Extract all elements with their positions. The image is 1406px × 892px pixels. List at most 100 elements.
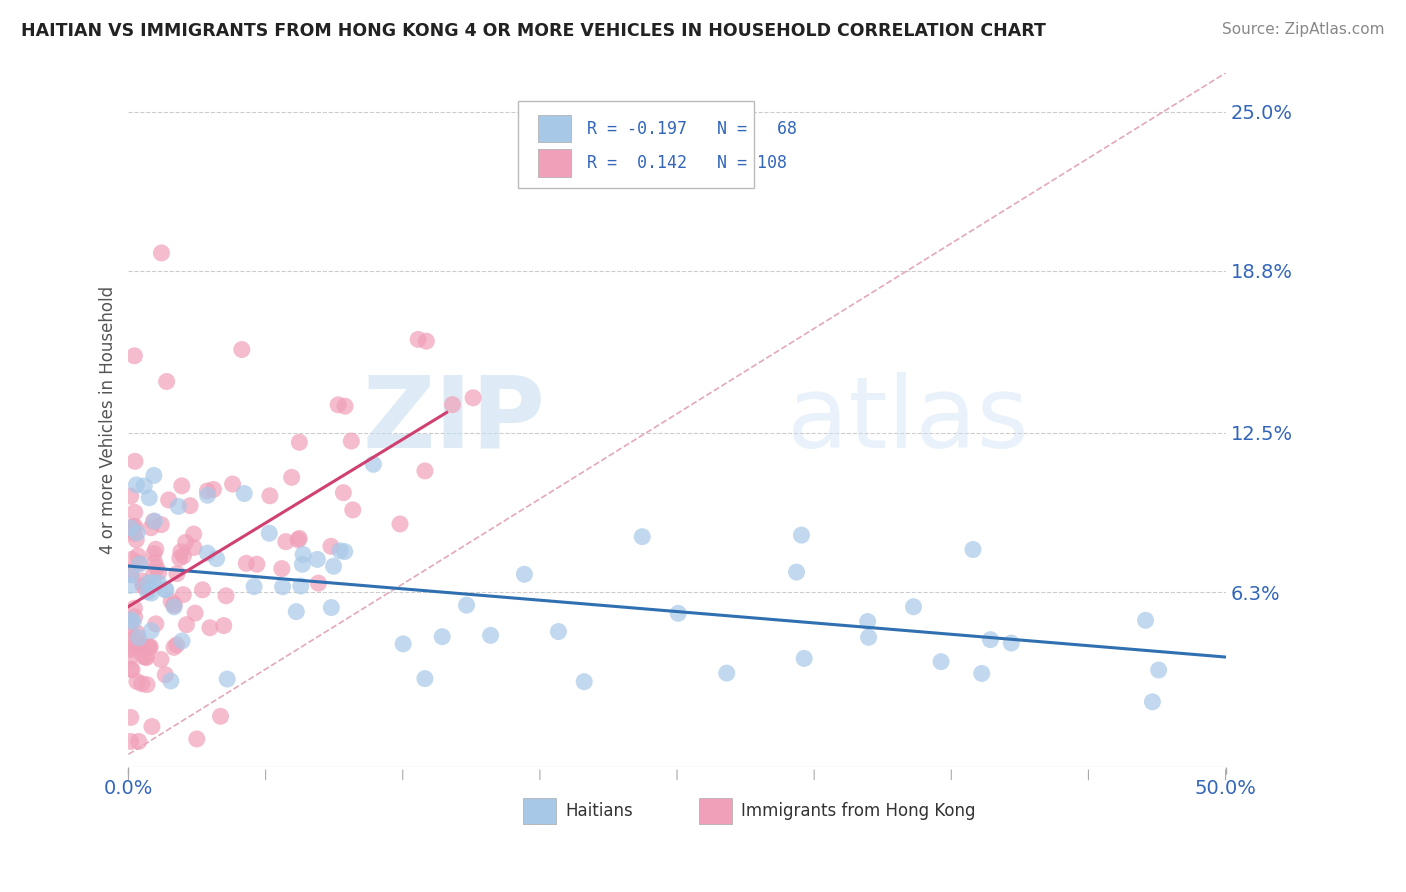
- Point: [479, 628, 502, 642]
- Point: [858, 630, 880, 644]
- Point: [197, 483, 219, 498]
- Point: [329, 543, 352, 558]
- Point: [120, 649, 142, 664]
- Point: [120, 613, 142, 627]
- Text: atlas: atlas: [787, 372, 1028, 468]
- Point: [122, 519, 145, 533]
- Point: [166, 638, 188, 652]
- Point: [141, 720, 163, 734]
- Point: [183, 541, 205, 555]
- Point: [513, 567, 536, 582]
- Point: [231, 343, 253, 357]
- Point: [122, 640, 145, 654]
- Point: [132, 649, 155, 664]
- Point: [413, 672, 436, 686]
- Point: [120, 618, 142, 632]
- Point: [340, 434, 363, 448]
- Point: [259, 526, 281, 541]
- Point: [125, 674, 148, 689]
- Point: [413, 464, 436, 478]
- Point: [198, 621, 221, 635]
- Point: [121, 663, 143, 677]
- Point: [1000, 636, 1022, 650]
- Point: [124, 609, 146, 624]
- Point: [173, 549, 195, 563]
- Y-axis label: 4 or more Vehicles in Household: 4 or more Vehicles in Household: [100, 286, 117, 554]
- Point: [124, 526, 146, 541]
- Point: [121, 522, 143, 536]
- Point: [163, 640, 186, 655]
- Point: [205, 551, 228, 566]
- Point: [163, 599, 186, 613]
- Point: [139, 521, 162, 535]
- Point: [332, 485, 354, 500]
- Point: [136, 576, 159, 591]
- Point: [142, 567, 165, 582]
- Point: [120, 662, 142, 676]
- Point: [290, 579, 312, 593]
- Point: [142, 514, 165, 528]
- Point: [148, 566, 170, 580]
- Point: [159, 673, 181, 688]
- Point: [120, 565, 142, 579]
- Point: [128, 636, 150, 650]
- Point: [392, 637, 415, 651]
- Point: [233, 486, 256, 500]
- Point: [280, 470, 302, 484]
- Point: [790, 528, 813, 542]
- Point: [288, 532, 311, 546]
- Point: [127, 549, 149, 563]
- Point: [321, 600, 343, 615]
- Point: [406, 332, 429, 346]
- Point: [132, 578, 155, 592]
- Point: [169, 551, 191, 566]
- Point: [157, 492, 180, 507]
- Point: [124, 519, 146, 533]
- Point: [1147, 663, 1170, 677]
- Text: R = -0.197   N =   68: R = -0.197 N = 68: [588, 120, 797, 137]
- Point: [149, 652, 172, 666]
- Point: [342, 503, 364, 517]
- Point: [191, 582, 214, 597]
- Point: [292, 548, 315, 562]
- Point: [120, 489, 142, 503]
- Point: [156, 375, 179, 389]
- Point: [285, 605, 308, 619]
- Point: [155, 667, 177, 681]
- Point: [288, 435, 311, 450]
- Point: [120, 521, 142, 535]
- Point: [135, 649, 157, 664]
- Text: Source: ZipAtlas.com: Source: ZipAtlas.com: [1222, 22, 1385, 37]
- Point: [142, 575, 165, 590]
- Point: [270, 561, 292, 575]
- Point: [388, 516, 411, 531]
- Point: [120, 710, 142, 724]
- Point: [271, 580, 294, 594]
- Point: [202, 483, 225, 497]
- Point: [141, 624, 163, 638]
- Point: [132, 580, 155, 594]
- Point: [143, 555, 166, 569]
- Point: [170, 479, 193, 493]
- Point: [131, 574, 153, 588]
- Point: [138, 640, 160, 655]
- Point: [136, 678, 159, 692]
- Point: [167, 500, 190, 514]
- Point: [139, 640, 162, 654]
- FancyBboxPatch shape: [537, 115, 571, 143]
- Point: [120, 567, 142, 582]
- Point: [962, 542, 984, 557]
- Point: [124, 349, 146, 363]
- Point: [128, 557, 150, 571]
- Point: [153, 582, 176, 597]
- Point: [120, 642, 142, 657]
- Point: [170, 634, 193, 648]
- Point: [124, 601, 146, 615]
- Point: [150, 246, 173, 260]
- Point: [212, 618, 235, 632]
- Point: [124, 505, 146, 519]
- Point: [215, 589, 238, 603]
- Point: [319, 539, 342, 553]
- Point: [287, 533, 309, 547]
- Point: [125, 533, 148, 547]
